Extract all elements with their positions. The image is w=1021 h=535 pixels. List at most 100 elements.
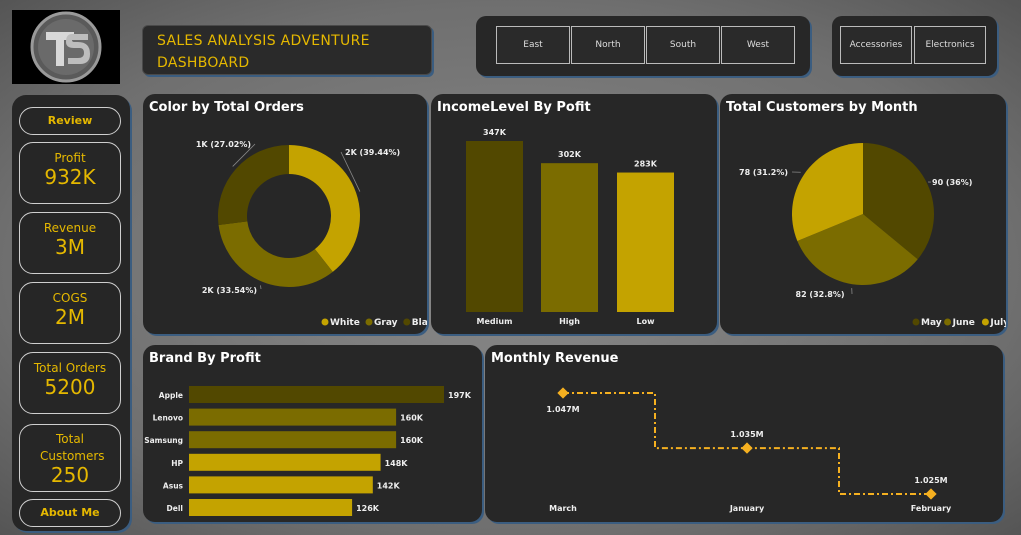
income-tick-medium: Medium — [477, 317, 513, 326]
brand-bar-asus — [189, 476, 373, 494]
kpi-revenue-card: Revenue 3M — [19, 212, 121, 274]
revenue-point-march — [557, 387, 569, 399]
monthly-revenue-chart: 1.047M March 1.035M January 1.025M February — [546, 387, 952, 513]
brand-tick-lenovo: Lenovo — [153, 414, 183, 423]
revenue-tick-january: January — [729, 504, 765, 513]
kpi-revenue-label: Revenue — [43, 221, 97, 235]
title-line-1: SALES ANALYSIS ADVENTURE — [157, 33, 370, 49]
kpi-customers-card: Total Customers 250 — [19, 424, 121, 492]
income-profit-title: IncomeLevel By Pofit — [437, 100, 591, 115]
brand-bar-hp — [189, 453, 381, 471]
donut-legend-white: White — [330, 318, 360, 328]
pie-label-july: 78 (31.2%) — [739, 168, 788, 177]
income-value-low: 283K — [634, 160, 658, 169]
pie-slice-june — [797, 214, 918, 285]
brand-bar-lenovo — [189, 408, 397, 426]
monthly-revenue-panel: Monthly Revenue 1.047M March 1.035M January… — [485, 345, 1003, 522]
color-orders-panel: Color by Total Orders 2K (39.44%) 2K (33.… — [143, 94, 427, 334]
region-north-button[interactable]: North — [571, 26, 645, 64]
kpi-cogs-value: 2M — [55, 305, 85, 329]
kpi-revenue-value: 3M — [55, 235, 85, 259]
logo — [12, 10, 120, 84]
donut-leader-black — [232, 143, 256, 167]
pie-legend-dot-june — [944, 318, 952, 326]
brand-bar-samsung — [189, 431, 397, 449]
brand-value-asus: 142K — [377, 481, 401, 490]
kpi-orders-card: Total Orders 5200 — [19, 352, 121, 414]
revenue-label-march: 1.047M — [546, 405, 579, 414]
donut-legend-dot-white — [321, 318, 329, 326]
income-bar-medium — [466, 141, 523, 312]
brand-bar-apple — [189, 386, 444, 403]
revenue-tick-february: February — [911, 504, 952, 513]
kpi-orders-label: Total Orders — [33, 361, 107, 375]
kpi-orders-value: 5200 — [44, 375, 96, 399]
category-accessories-button[interactable]: Accessories — [840, 26, 912, 64]
region-west-button[interactable]: West — [721, 26, 795, 64]
donut-label-gray: 2K (33.54%) — [202, 286, 257, 295]
customers-month-chart: 90 (36%) 82 (32.8%) 78 (31.2%) May June July — [739, 143, 1006, 328]
kpi-profit-value: 932K — [44, 165, 96, 189]
pie-slice-july — [792, 143, 863, 241]
brand-tick-dell: Dell — [167, 504, 183, 513]
pie-legend-june: June — [952, 318, 975, 328]
kpi-customers-label: Total Customers — [40, 432, 105, 463]
donut-slice-gray — [218, 221, 333, 287]
income-bar-low — [617, 172, 674, 312]
income-tick-high: High — [559, 317, 580, 326]
income-profit-panel: IncomeLevel By Pofit 347K Medium 302K High 2… — [431, 94, 717, 334]
category-electronics-button[interactable]: Electronics — [914, 26, 986, 64]
pie-label-may: 90 (36%) — [932, 178, 972, 187]
region-slicer: East North South West — [476, 16, 810, 76]
donut-legend-dot-black — [403, 318, 411, 326]
income-profit-chart: 347K Medium 302K High 283K Low — [466, 128, 674, 326]
kpi-cogs-card: COGS 2M — [19, 282, 121, 344]
brand-bar-dell — [189, 499, 353, 516]
income-bar-high — [541, 163, 598, 312]
brand-tick-hp: HP — [171, 459, 183, 468]
dashboard-title: SALES ANALYSIS ADVENTURE DASHBOARD — [142, 25, 432, 75]
brand-value-samsung: 160K — [400, 436, 424, 445]
region-east-button[interactable]: East — [496, 26, 570, 64]
kpi-profit-card: Profit 932K — [19, 142, 121, 204]
pie-slice-may — [863, 143, 934, 260]
donut-leader-white — [340, 151, 361, 192]
income-tick-low: Low — [637, 317, 656, 326]
kpi-customers-value: 250 — [50, 463, 90, 487]
brand-profit-panel: Brand By Profit Apple 197K Lenovo 160K Samsu… — [143, 345, 482, 522]
donut-label-white: 2K (39.44%) — [345, 148, 400, 157]
brand-tick-asus: Asus — [163, 481, 184, 490]
customers-month-title: Total Customers by Month — [726, 100, 918, 115]
monthly-revenue-title: Monthly Revenue — [491, 351, 619, 366]
brand-profit-title: Brand By Profit — [149, 351, 261, 366]
sidebar: Review Profit 932K Revenue 3M COGS 2M To… — [12, 95, 130, 531]
brand-value-lenovo: 160K — [400, 414, 424, 423]
ts-logo-icon — [30, 11, 102, 83]
brand-tick-samsung: Samsung — [144, 436, 183, 445]
revenue-point-january — [741, 442, 753, 454]
revenue-point-february — [925, 488, 937, 500]
brand-value-apple: 197K — [448, 391, 472, 400]
brand-value-hp: 148K — [385, 459, 409, 468]
pie-legend-july: July — [989, 318, 1006, 328]
donut-legend-black: Black — [412, 318, 427, 328]
income-value-medium: 347K — [483, 128, 507, 137]
brand-profit-chart: Apple 197K Lenovo 160K Samsung 160K HP 148K Asus… — [144, 386, 472, 516]
about-me-button[interactable]: About Me — [19, 499, 121, 527]
income-value-high: 302K — [558, 150, 582, 159]
donut-legend-gray: Gray — [374, 318, 398, 328]
review-button[interactable]: Review — [19, 107, 121, 135]
color-orders-title: Color by Total Orders — [149, 100, 304, 115]
revenue-label-january: 1.035M — [730, 430, 763, 439]
donut-slice-white — [289, 145, 360, 272]
donut-label-black: 1K (27.02%) — [196, 140, 251, 149]
pie-legend-dot-may — [912, 318, 920, 326]
category-slicer: Accessories Electronics — [832, 16, 997, 76]
pie-label-june: 82 (32.8%) — [796, 290, 845, 299]
region-south-button[interactable]: South — [646, 26, 720, 64]
donut-legend-dot-gray — [365, 318, 373, 326]
revenue-tick-march: March — [549, 504, 577, 513]
brand-value-dell: 126K — [356, 504, 380, 513]
kpi-cogs-label: COGS — [52, 291, 88, 305]
color-orders-chart: 2K (39.44%) 2K (33.54%) 1K (27.02%) White Gr… — [196, 140, 427, 328]
